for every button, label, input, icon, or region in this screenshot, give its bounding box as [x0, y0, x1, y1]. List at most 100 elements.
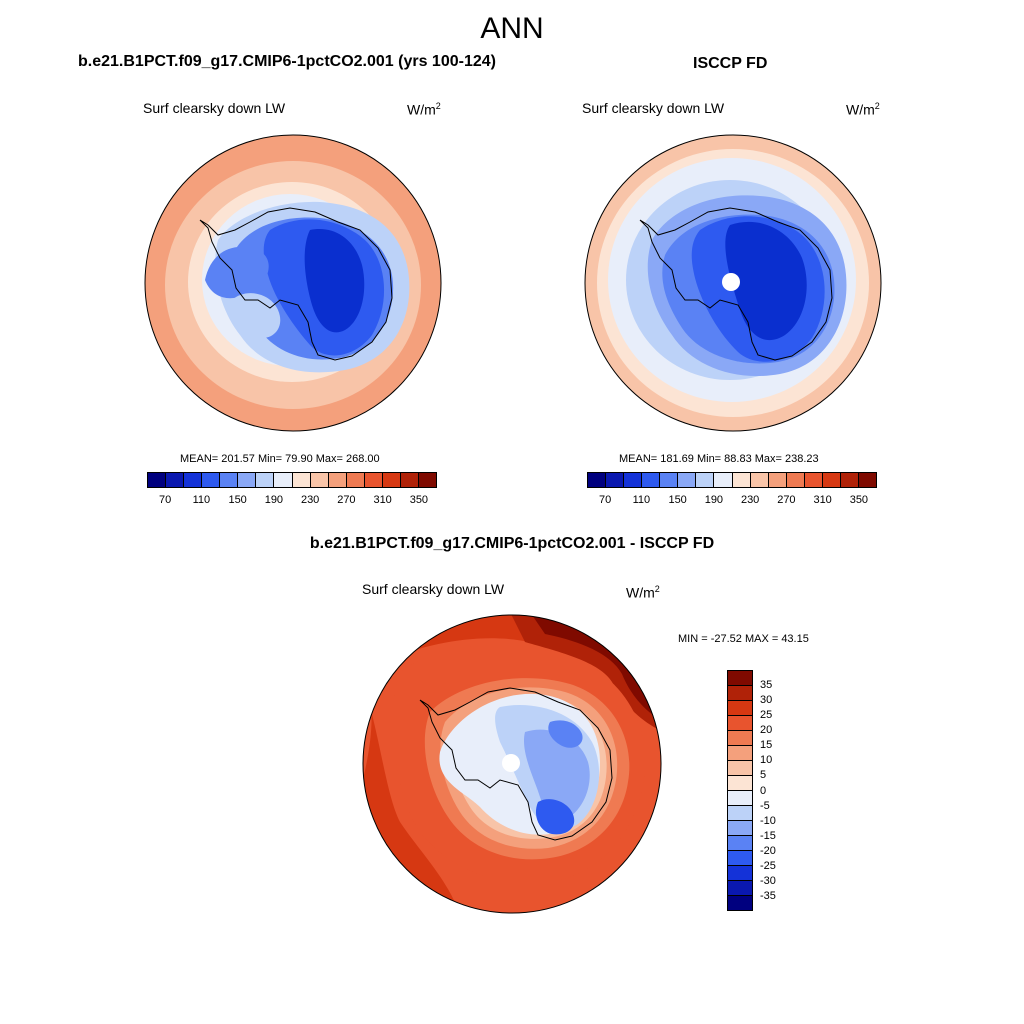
colorbar-tick-label: 270 [337, 494, 356, 506]
colorbar-tick-label: 20 [760, 724, 773, 737]
diff-colorbar [727, 670, 753, 911]
colorbar-swatch [728, 671, 752, 686]
colorbar-swatch [786, 473, 805, 487]
map-fill-contour [304, 229, 365, 333]
diff-units-label: W/m2 [626, 584, 660, 601]
colorbar-swatch [184, 473, 203, 487]
colorbar-tick-label: 25 [760, 709, 773, 722]
colorbar-tick-label: -15 [760, 829, 776, 842]
colorbar-swatch [642, 473, 661, 487]
colorbar-swatch [660, 473, 679, 487]
colorbar-swatch [292, 473, 311, 487]
obs-panel-title: ISCCP FD [693, 55, 768, 72]
colorbar-tick-label: -5 [760, 799, 770, 812]
colorbar-swatch [346, 473, 365, 487]
colorbar-swatch [750, 473, 769, 487]
colorbar-swatch [364, 473, 383, 487]
colorbar-tick-label: 350 [409, 494, 429, 506]
antarctica-coastline [419, 687, 613, 841]
colorbar-tick-label: 310 [813, 494, 832, 506]
colorbar-tick-label: 150 [668, 494, 687, 506]
colorbar-swatch [166, 473, 185, 487]
colorbar-swatch [804, 473, 823, 487]
colorbar-swatch [728, 896, 752, 910]
model-panel-title: b.e21.B1PCT.f09_g17.CMIP6-1pctCO2.001 (y… [78, 53, 496, 70]
obs-stats: MEAN= 181.69 Min= 88.83 Max= 238.23 [619, 453, 819, 465]
colorbar-tick-label: 15 [760, 739, 773, 752]
colorbar-tick-label: 350 [849, 494, 869, 506]
colorbar-tick-label: -30 [760, 874, 776, 887]
colorbar-swatch [310, 473, 329, 487]
colorbar-tick-label: -35 [760, 889, 776, 902]
colorbar-tick-label: -25 [760, 859, 776, 872]
colorbar-tick-label: -10 [760, 814, 776, 827]
model-polar-map [144, 134, 442, 432]
colorbar-swatch [148, 473, 167, 487]
colorbar-tick-label: 310 [373, 494, 392, 506]
colorbar-tick-label: 0 [760, 784, 767, 797]
colorbar-swatch [728, 746, 752, 761]
obs-units-label: W/m2 [846, 101, 880, 118]
colorbar-swatch [714, 473, 733, 487]
colorbar-tick-label: 10 [760, 754, 773, 767]
colorbar-swatch [588, 473, 607, 487]
map-fill-contour [548, 720, 583, 748]
obs-colorbar [587, 472, 877, 488]
model-colorbar [147, 472, 437, 488]
colorbar-swatch [728, 701, 752, 716]
colorbar-swatch [400, 473, 419, 487]
colorbar-swatch [418, 473, 436, 487]
obs-polar-map [584, 134, 882, 432]
colorbar-swatch [728, 851, 752, 866]
colorbar-swatch [858, 473, 876, 487]
diff-polar-map [362, 614, 662, 914]
colorbar-tick-label: -20 [760, 844, 776, 857]
colorbar-swatch [202, 473, 221, 487]
colorbar-swatch [728, 686, 752, 701]
colorbar-swatch [728, 731, 752, 746]
colorbar-swatch [728, 836, 752, 851]
colorbar-swatch [382, 473, 401, 487]
diff-panel-title: b.e21.B1PCT.f09_g17.CMIP6-1pctCO2.001 - … [309, 535, 715, 552]
model-variable-label: Surf clearsky down LW [143, 100, 286, 116]
colorbar-swatch [728, 791, 752, 806]
colorbar-swatch [768, 473, 787, 487]
obs-colorbar-ticks: 70 110 150 190 230 270 310 350 [587, 494, 877, 508]
obs-variable-label: Surf clearsky down LW [582, 100, 725, 116]
colorbar-swatch [696, 473, 715, 487]
map-fill-contour [535, 799, 575, 835]
colorbar-tick-label: 110 [192, 494, 211, 506]
colorbar-tick-label: 150 [228, 494, 247, 506]
colorbar-swatch [220, 473, 239, 487]
map-fill-contour [205, 246, 269, 299]
diff-colorbar-ticks: 35 30 25 20 15 10 5 0 -5 -10 -15 -20 -25 -30 -35 [760, 670, 800, 911]
colorbar-swatch [728, 881, 752, 896]
colorbar-swatch [728, 806, 752, 821]
colorbar-swatch [732, 473, 751, 487]
colorbar-swatch [728, 716, 752, 731]
model-stats: MEAN= 201.57 Min= 79.90 Max= 268.00 [180, 453, 380, 465]
colorbar-swatch [822, 473, 841, 487]
model-units-label: W/m2 [407, 101, 441, 118]
colorbar-swatch [728, 776, 752, 791]
colorbar-swatch [728, 821, 752, 836]
colorbar-tick-label: 270 [777, 494, 796, 506]
colorbar-swatch [328, 473, 347, 487]
map-fill-contour [725, 221, 807, 341]
colorbar-swatch [238, 473, 257, 487]
colorbar-swatch [728, 866, 752, 881]
colorbar-tick-label: 70 [159, 494, 172, 506]
colorbar-tick-label: 230 [740, 494, 760, 506]
map-fill-contour [230, 293, 281, 339]
model-colorbar-ticks: 70 110 150 190 230 270 310 350 [147, 494, 437, 508]
colorbar-tick-label: 110 [632, 494, 651, 506]
colorbar-swatch [728, 761, 752, 776]
colorbar-swatch [606, 473, 625, 487]
antarctica-coastline [639, 207, 833, 361]
colorbar-tick-label: 70 [599, 494, 612, 506]
map-fill-contour [523, 729, 590, 822]
antarctica-coastline [199, 207, 393, 361]
colorbar-tick-label: 35 [760, 679, 773, 692]
colorbar-swatch [274, 473, 293, 487]
colorbar-tick-label: 230 [300, 494, 320, 506]
